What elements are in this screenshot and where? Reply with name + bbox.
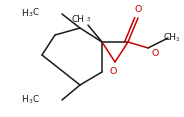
Text: O: O: [109, 68, 117, 77]
Text: O: O: [134, 5, 142, 15]
Text: H: H: [21, 95, 28, 104]
Text: CH: CH: [163, 33, 176, 42]
Text: $_3$C: $_3$C: [28, 94, 40, 106]
Text: $_3$: $_3$: [86, 15, 91, 24]
Text: $_3$: $_3$: [175, 35, 180, 44]
Text: O: O: [152, 49, 159, 58]
Text: H: H: [21, 9, 28, 18]
Text: CH: CH: [71, 15, 84, 24]
Text: $_3$C: $_3$C: [28, 7, 40, 19]
